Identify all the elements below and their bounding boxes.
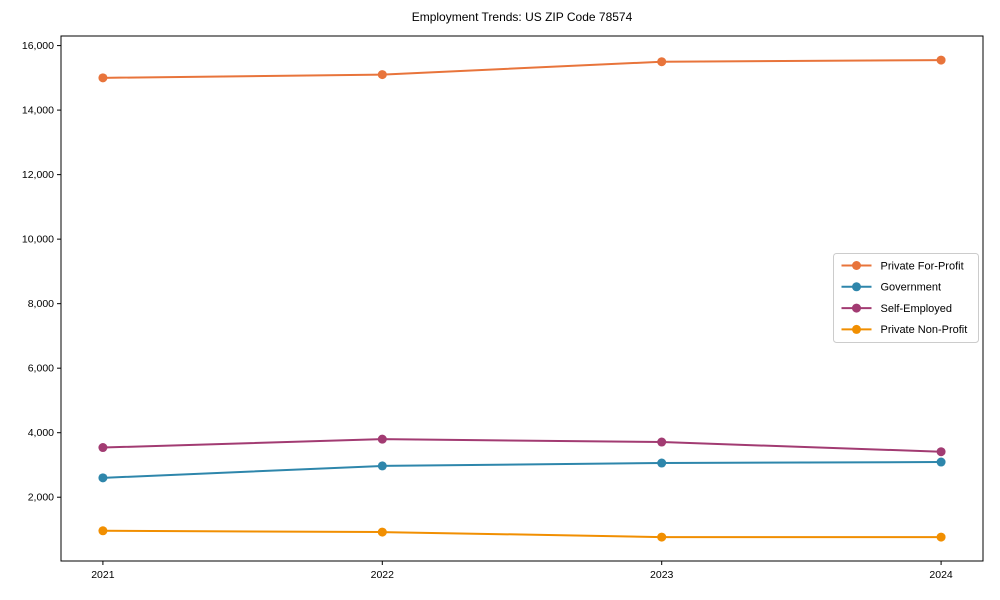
y-tick-label: 2,000	[28, 492, 54, 504]
series-marker-private-for-profit	[98, 73, 108, 83]
series-marker-private-non-profit	[377, 527, 387, 537]
series-marker-government	[98, 473, 108, 483]
legend-marker-private-non-profit	[852, 324, 861, 334]
series-marker-private-for-profit	[657, 57, 667, 67]
y-tick-label: 8,000	[28, 298, 54, 310]
series-marker-self-employed	[657, 437, 667, 447]
y-tick-label: 6,000	[28, 363, 54, 375]
y-tick-label: 12,000	[22, 169, 54, 181]
legend-marker-government	[852, 282, 861, 292]
series-marker-private-non-profit	[657, 532, 667, 542]
series-marker-private-for-profit	[936, 55, 946, 65]
series-marker-self-employed	[936, 447, 946, 457]
series-line-private-for-profit	[102, 59, 942, 79]
y-tick-label: 10,000	[22, 234, 54, 246]
legend-marker-self-employed	[852, 303, 861, 313]
plot-border	[60, 35, 984, 562]
series-marker-government	[936, 457, 946, 467]
legend-box	[833, 253, 979, 343]
x-tick-label: 2024	[929, 569, 953, 581]
y-tick-label: 14,000	[22, 105, 54, 117]
x-tick-label: 2023	[650, 569, 674, 581]
series-line-self-employed	[102, 438, 942, 453]
y-tick-label: 16,000	[22, 40, 54, 52]
legend-marker-private-for-profit	[852, 261, 861, 270]
x-tick-label: 2022	[371, 569, 395, 581]
legend-label-self-employed: Self-Employed	[881, 303, 953, 315]
series-marker-self-employed	[98, 443, 108, 453]
y-tick-label: 4,000	[28, 427, 54, 439]
series-marker-private-for-profit	[377, 70, 387, 80]
legend-label-private-for-profit: Private For-Profit	[881, 260, 964, 272]
series-marker-government	[657, 458, 667, 468]
chart-title: Employment Trends: US ZIP Code 78574	[411, 10, 633, 24]
x-tick-label: 2021	[91, 569, 115, 581]
series-marker-government	[377, 461, 387, 471]
series-marker-self-employed	[377, 434, 387, 444]
series-marker-private-non-profit	[98, 526, 108, 536]
series-line-private-non-profit	[102, 529, 942, 539]
legend-label-government: Government	[881, 282, 942, 294]
series-marker-private-non-profit	[936, 532, 946, 542]
series-line-government	[102, 461, 942, 479]
legend-label-private-non-profit: Private Non-Profit	[881, 324, 968, 336]
